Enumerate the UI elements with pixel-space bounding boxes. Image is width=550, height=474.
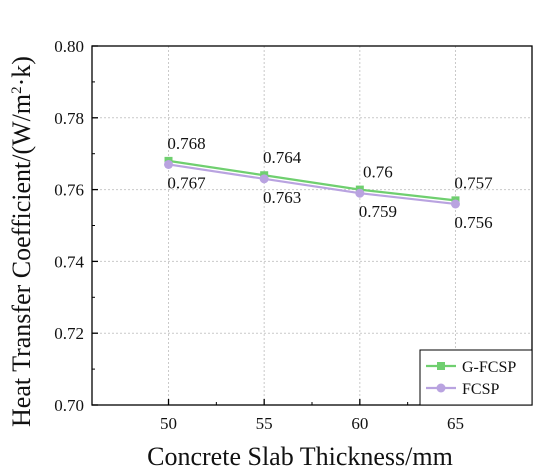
data-label: 0.76 [363,163,393,182]
x-tick-label: 65 [447,414,464,433]
legend-box [419,349,533,406]
y-tick-label: 0.76 [54,181,84,200]
legend-marker [437,362,445,370]
data-label: 0.767 [167,173,206,192]
data-point [164,159,174,169]
x-tick-label: 60 [351,414,368,433]
series-layer [164,156,460,209]
y-axis-title-main: Heat Transfer Coefficient/(W/m [7,94,36,427]
x-tick-label: 50 [160,414,177,433]
y-tick-label: 0.72 [54,324,84,343]
y-tick-label: 0.74 [54,252,84,271]
data-point [259,174,269,184]
x-axis-title: Concrete Slab Thickness/mm [147,442,453,471]
data-label: 0.759 [359,202,397,221]
data-label: 0.764 [263,148,302,167]
y-axis-title-superscript: 2 [9,86,25,94]
y-axis-title-tail: ·k) [7,56,36,86]
data-label: 0.756 [454,213,492,232]
legend-marker [436,383,446,393]
legend: G-FCSP FCSP [419,349,533,406]
data-labels: 0.768 0.764 0.76 0.757 0.767 0.763 0.759 0.756 [167,134,493,232]
data-point [450,199,460,209]
series-line-fcsp [168,163,456,206]
y-tick-label: 0.70 [54,396,84,415]
data-point [355,188,365,198]
y-axis-title: Heat Transfer Coefficient/(W/m2·k) [7,56,36,427]
grid-lines [92,46,532,405]
axis-ticks: 0.70 0.72 0.74 0.76 0.78 0.80 50 55 60 65 [54,37,464,433]
x-tick-label: 55 [256,414,273,433]
data-label: 0.768 [167,134,205,153]
legend-label: FCSP [462,381,499,398]
data-label: 0.757 [454,173,493,192]
legend-label: G-FCSP [462,359,516,376]
data-label: 0.763 [263,188,301,207]
series-line-g-fcsp [168,159,456,202]
y-tick-label: 0.80 [54,37,84,56]
y-tick-label: 0.78 [54,109,84,128]
